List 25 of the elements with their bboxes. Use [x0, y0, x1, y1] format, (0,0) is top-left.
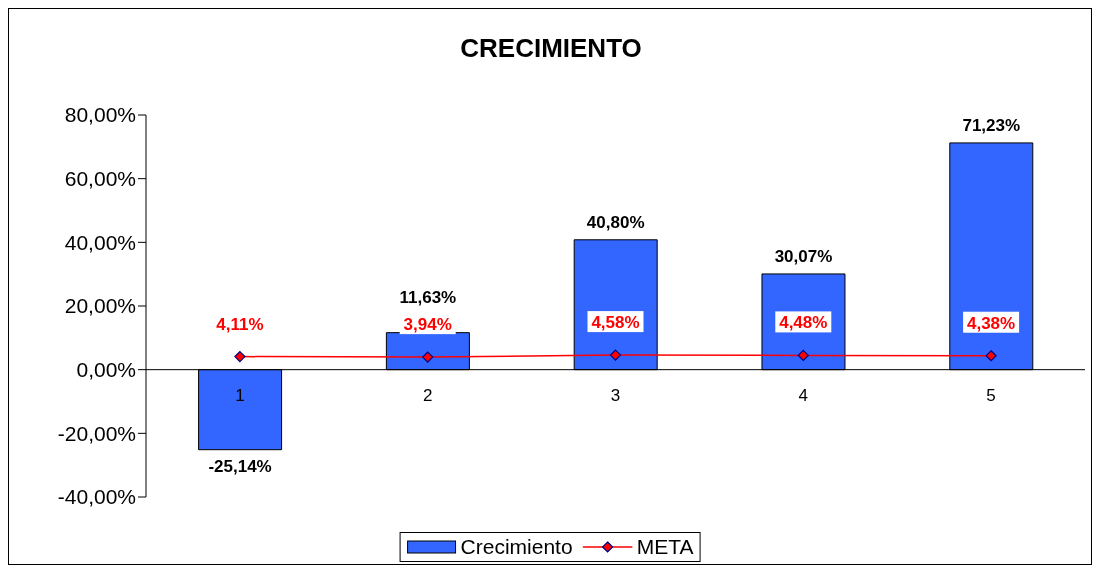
data-label: -25,14% — [208, 456, 272, 476]
y-tick-label: 80,00% — [64, 103, 136, 127]
x-tick-label: 4 — [798, 385, 809, 405]
data-label: 4,11% — [216, 314, 264, 334]
y-tick-label: 20,00% — [64, 294, 136, 318]
chart-title: CRECIMIENTO — [459, 33, 643, 64]
data-label: 30,07% — [774, 246, 833, 266]
data-label: 40,80% — [586, 212, 645, 232]
data-label: 71,23% — [962, 115, 1021, 135]
x-tick-label: 1 — [235, 385, 245, 405]
data-label: 4,38% — [967, 313, 1016, 333]
legend-label: Crecimiento — [460, 535, 573, 559]
y-tick-label: -40,00% — [57, 485, 136, 509]
x-tick-label: 3 — [610, 385, 621, 405]
y-tick-label: 60,00% — [64, 167, 136, 191]
data-label: 4,58% — [591, 313, 640, 333]
y-tick-label: 0,00% — [76, 358, 136, 382]
y-tick-label: -20,00% — [57, 421, 136, 445]
data-label: 4,48% — [779, 313, 828, 333]
data-label: 11,63% — [399, 287, 457, 307]
x-tick-label: 5 — [986, 385, 996, 405]
data-label: 3,94% — [403, 315, 452, 335]
x-tick-label: 2 — [422, 385, 433, 405]
legend-label: META — [636, 535, 694, 559]
y-tick-label: 40,00% — [64, 230, 136, 254]
